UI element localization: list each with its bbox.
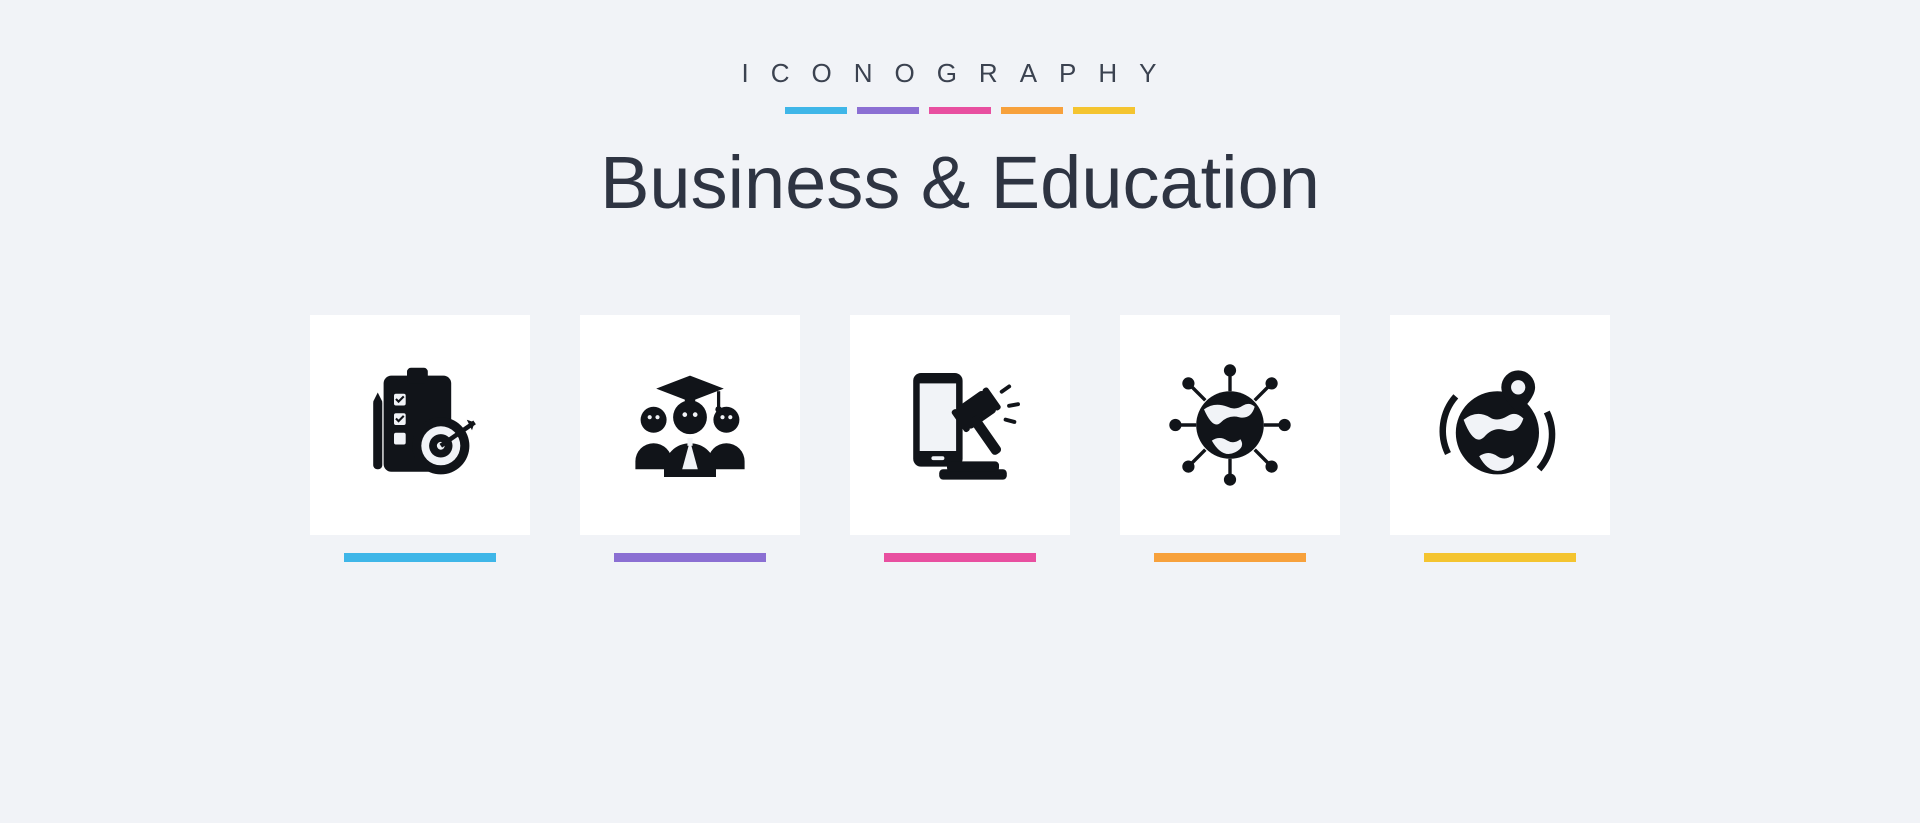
icon-card [1390, 315, 1610, 562]
clipboard-target-icon [355, 360, 485, 490]
icon-tile [1390, 315, 1610, 535]
team-graduation-icon [625, 360, 755, 490]
icon-tile [310, 315, 530, 535]
bar-1 [785, 107, 847, 114]
icon-card [310, 315, 530, 562]
brand-color-bars [785, 107, 1135, 114]
icon-tile [580, 315, 800, 535]
mobile-gavel-icon [895, 360, 1025, 490]
brand-label: ICONOGRAPHY [741, 58, 1178, 89]
icon-underline [884, 553, 1036, 562]
icon-tile [850, 315, 1070, 535]
icon-tile [1120, 315, 1340, 535]
globe-pin-icon [1435, 360, 1565, 490]
icon-row [310, 315, 1610, 562]
globe-network-icon [1165, 360, 1295, 490]
icon-underline [344, 553, 496, 562]
icon-card [1120, 315, 1340, 562]
page-title: Business & Education [600, 140, 1320, 225]
bar-3 [929, 107, 991, 114]
bar-4 [1001, 107, 1063, 114]
icon-card [580, 315, 800, 562]
icon-card [850, 315, 1070, 562]
icon-underline [1424, 553, 1576, 562]
icon-underline [614, 553, 766, 562]
bar-2 [857, 107, 919, 114]
bar-5 [1073, 107, 1135, 114]
icon-underline [1154, 553, 1306, 562]
